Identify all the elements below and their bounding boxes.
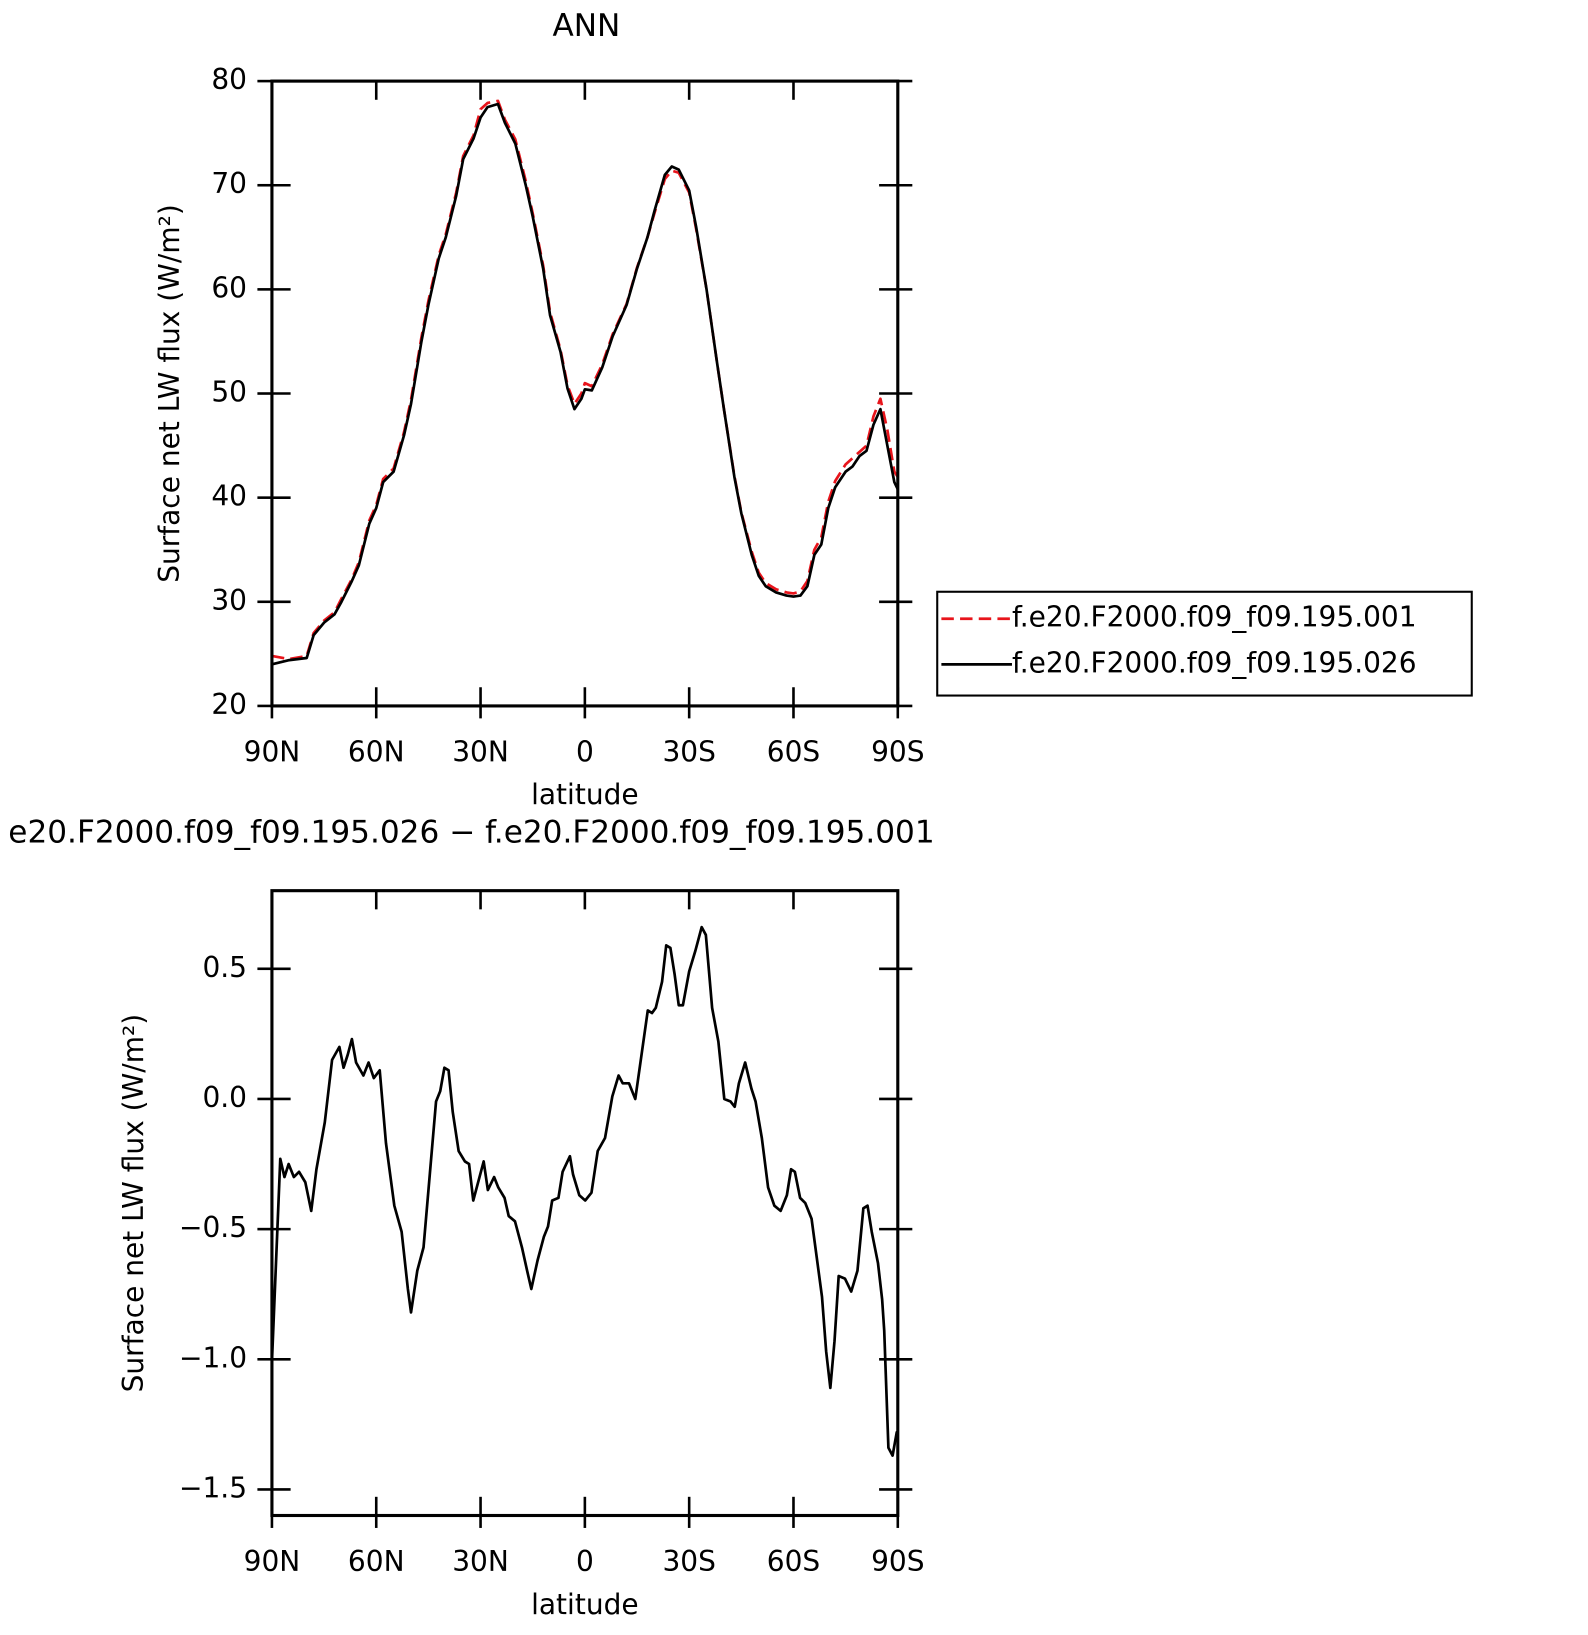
x-axis-label: latitude [531,778,638,811]
data-line [270,925,900,1457]
x-tick-label: 0 [576,736,594,769]
y-axis-label: Surface net LW flux (W/m²) [117,1014,150,1393]
y-tick-label: 20 [211,688,247,721]
plot-frame [270,889,900,1518]
legend-label: f.e20.F2000.f09_f09.195.026 [1012,646,1417,679]
y-tick-label: −1.0 [179,1341,247,1374]
x-tick-label: 90N [244,1545,301,1578]
y-tick-label: 80 [211,63,247,96]
chart-title: ANN [552,8,620,44]
x-tick-label: 90N [244,736,301,769]
x-tick-label: 30S [662,1545,715,1578]
y-tick-label: −0.5 [179,1211,247,1244]
x-tick-label: 60N [348,736,405,769]
plot-frame [270,79,900,708]
y-tick-label: 40 [211,480,247,513]
data-line [271,102,900,666]
x-tick-label: 90S [871,1545,924,1578]
x-tick-label: 30N [452,1545,509,1578]
x-tick-label: 90S [871,736,924,769]
y-tick-label: 0.0 [202,1081,247,1114]
y-tick-label: 60 [211,271,247,304]
chart-title: e20.F2000.f09_f09.195.026 − f.e20.F2000.… [8,815,934,851]
x-tick-label: 60S [767,736,820,769]
y-tick-label: 30 [211,584,247,617]
y-tick-label: 0.5 [202,951,247,984]
y-tick-label: 50 [211,376,247,409]
legend-box [936,590,1473,697]
y-tick-label: −1.5 [179,1471,247,1504]
data-line [271,99,899,661]
x-axis-label: latitude [531,1588,638,1621]
legend-label: f.e20.F2000.f09_f09.195.001 [1012,601,1417,634]
x-tick-label: 30N [452,736,509,769]
x-tick-label: 60S [767,1545,820,1578]
x-tick-label: 30S [662,736,715,769]
x-tick-label: 60N [348,1545,405,1578]
y-axis-label: Surface net LW flux (W/m²) [153,204,186,583]
x-tick-label: 0 [576,1545,594,1578]
y-tick-label: 70 [211,167,247,200]
